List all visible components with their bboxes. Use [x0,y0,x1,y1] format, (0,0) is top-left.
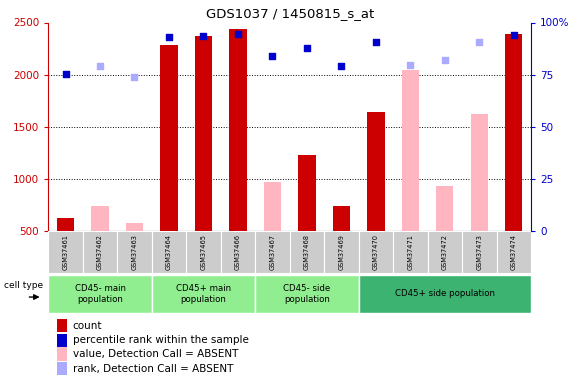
Text: GSM37461: GSM37461 [62,234,69,270]
Text: GSM37470: GSM37470 [373,234,379,270]
Bar [152,275,255,313]
Bar [48,275,152,313]
Bar [402,70,419,231]
Bar [462,231,496,273]
Bar [358,231,393,273]
Text: CD45- side
population: CD45- side population [283,284,331,304]
Text: GSM37471: GSM37471 [407,234,414,270]
Bar [117,231,152,273]
Bar [57,347,67,361]
Text: count: count [73,321,102,331]
Text: CD45+ side population: CD45+ side population [395,290,495,298]
Bar [358,275,531,313]
Text: rank, Detection Call = ABSENT: rank, Detection Call = ABSENT [73,364,233,374]
Bar [428,231,462,273]
Point [440,57,449,63]
Bar [436,186,453,231]
Bar [367,112,385,231]
Bar [298,155,316,231]
Bar [195,36,212,231]
Bar [152,231,186,273]
Text: GSM37464: GSM37464 [166,234,172,270]
Bar [83,231,117,273]
Text: GSM37465: GSM37465 [201,234,206,270]
Point [302,45,311,51]
Point [130,74,139,80]
Bar [57,219,74,231]
Text: CD45+ main
population: CD45+ main population [176,284,231,304]
Point [475,39,484,45]
Bar [186,231,221,273]
Text: GSM37474: GSM37474 [511,234,517,270]
Bar [255,275,358,313]
Text: GSM37462: GSM37462 [97,234,103,270]
Point [371,39,381,45]
Title: GDS1037 / 1450815_s_at: GDS1037 / 1450815_s_at [206,7,374,20]
Bar [48,231,83,273]
Bar [57,319,67,332]
Bar [91,206,108,231]
Text: CD45- main
population: CD45- main population [74,284,126,304]
Bar [57,362,67,375]
Text: GSM37468: GSM37468 [304,234,310,270]
Bar [290,231,324,273]
Text: GSM37463: GSM37463 [132,234,137,270]
Point [268,53,277,59]
Text: cell type: cell type [4,281,43,290]
Point [61,70,70,76]
Bar [496,231,531,273]
Text: GSM37472: GSM37472 [442,234,448,270]
Point [199,33,208,39]
Text: GSM37466: GSM37466 [235,234,241,270]
Text: GSM37473: GSM37473 [477,234,482,270]
Point [95,63,105,69]
Bar [505,34,523,231]
Bar [221,231,255,273]
Bar [324,231,358,273]
Point [509,32,519,38]
Bar [333,206,350,231]
Point [337,63,346,69]
Text: value, Detection Call = ABSENT: value, Detection Call = ABSENT [73,349,238,359]
Text: percentile rank within the sample: percentile rank within the sample [73,335,249,345]
Bar [264,182,281,231]
Bar [393,231,428,273]
Bar [255,231,290,273]
Bar [160,45,178,231]
Bar [126,223,143,231]
Point [165,34,174,40]
Point [406,62,415,68]
Point [233,31,243,37]
Text: GSM37469: GSM37469 [339,234,344,270]
Text: GSM37467: GSM37467 [269,234,275,270]
Bar [471,114,488,231]
Bar [57,334,67,347]
Bar [229,29,247,231]
